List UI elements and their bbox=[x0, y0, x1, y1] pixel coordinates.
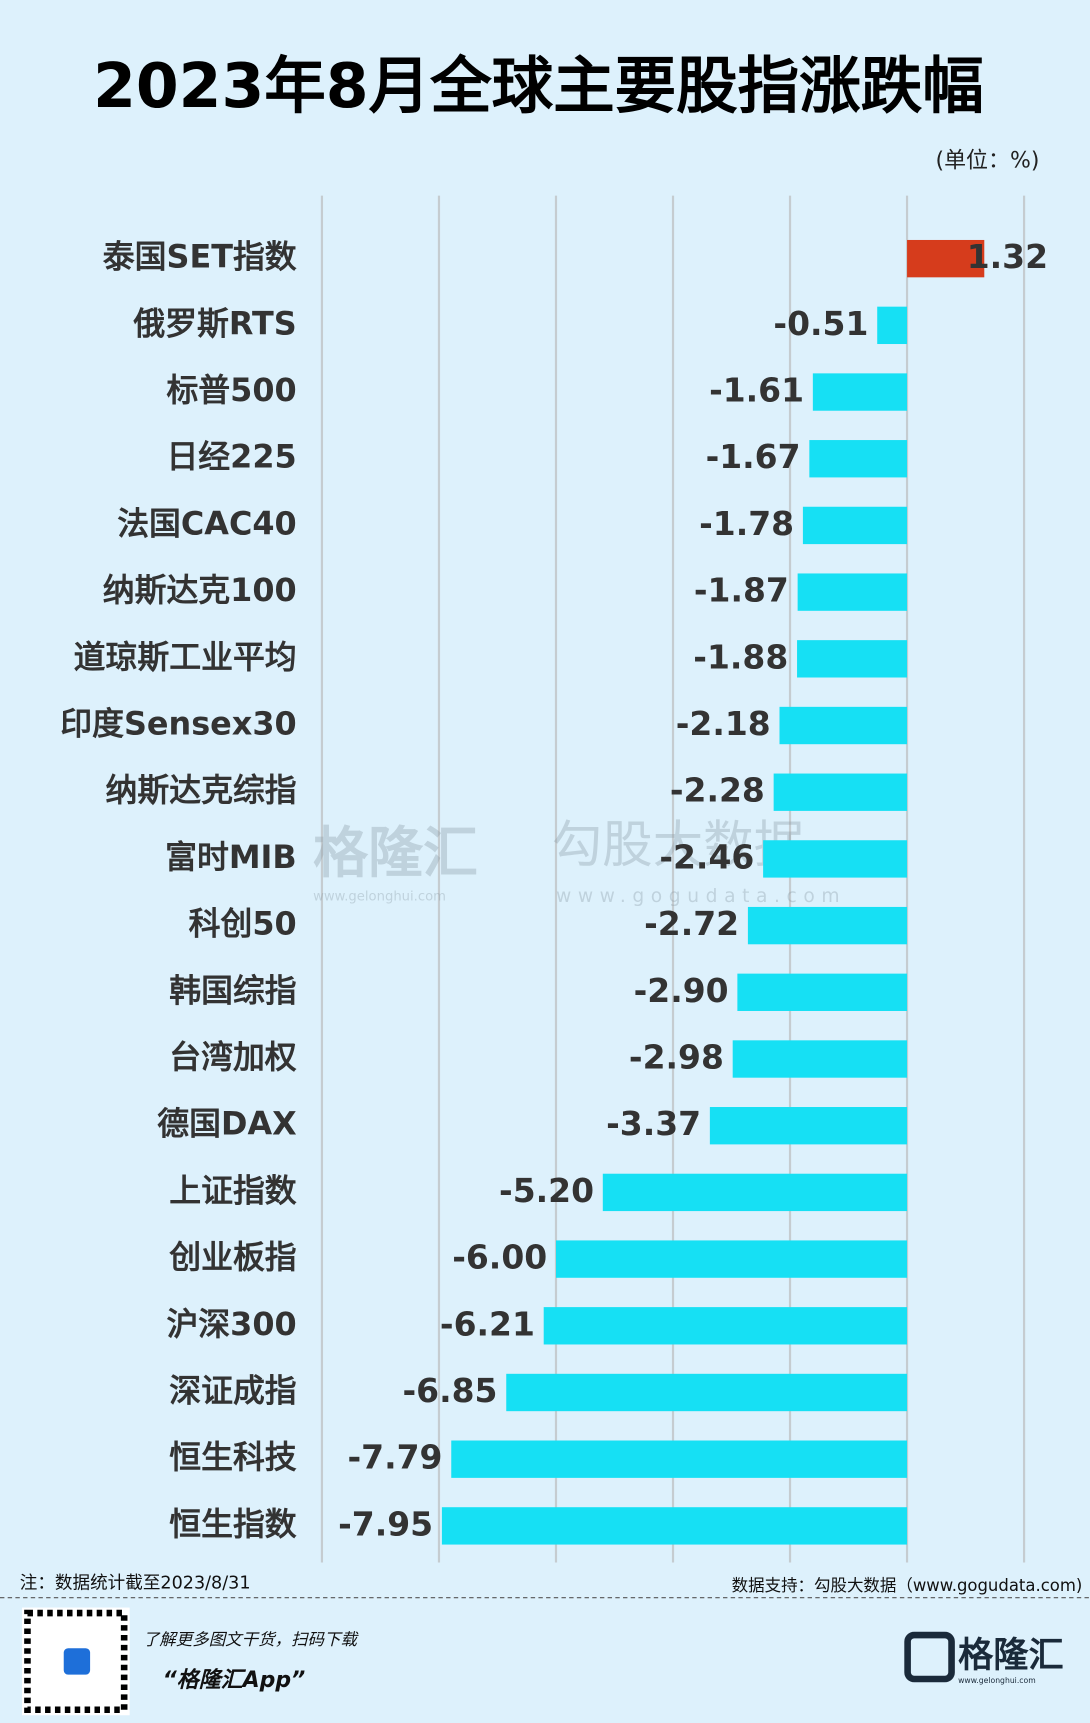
bar bbox=[773, 773, 908, 811]
value-label: -1.78 bbox=[699, 504, 794, 543]
category-label: 印度Sensex30 bbox=[60, 705, 296, 743]
category-label: 标普500 bbox=[166, 371, 296, 409]
bar bbox=[763, 840, 908, 878]
plot: 泰国SET指数 1.32 俄罗斯RTS -0.51 标普500 -1.61 日经225 -1.… bbox=[60, 237, 1048, 1545]
category-label: 泰国SET指数 bbox=[103, 238, 297, 276]
value-label: -6.00 bbox=[452, 1238, 547, 1277]
value-label: -2.98 bbox=[629, 1038, 724, 1077]
value-label: -2.72 bbox=[644, 904, 739, 943]
bar bbox=[812, 373, 908, 411]
value-label: 1.32 bbox=[967, 237, 1048, 276]
value-label: -1.67 bbox=[706, 437, 801, 476]
bar bbox=[809, 440, 908, 478]
bar bbox=[732, 1040, 908, 1078]
category-label: 日经225 bbox=[166, 438, 296, 476]
category-label: 纳斯达克100 bbox=[103, 571, 297, 609]
value-label: -5.20 bbox=[499, 1171, 594, 1210]
qr-pattern bbox=[24, 1609, 128, 1714]
bar bbox=[441, 1507, 908, 1545]
chart-title: 2023年8月全球主要股指涨跌幅 bbox=[93, 50, 984, 122]
bar bbox=[779, 706, 908, 745]
value-label: -6.21 bbox=[440, 1304, 535, 1343]
source: 数据支持：勾股大数据（www.gogudata.com) bbox=[732, 1576, 1083, 1595]
bar bbox=[451, 1440, 908, 1478]
category-label: 德国DAX bbox=[157, 1105, 296, 1143]
watermark-text: www.gogudata.com bbox=[556, 886, 846, 907]
app-name: “格隆汇App” bbox=[163, 1668, 306, 1693]
value-label: -6.85 bbox=[402, 1371, 497, 1410]
watermark-text: www.gelonghui.com bbox=[313, 890, 446, 905]
category-label: 恒生指数 bbox=[169, 1505, 297, 1543]
value-label: -1.88 bbox=[693, 637, 788, 676]
bar bbox=[555, 1240, 908, 1278]
category-label: 道琼斯工业平均 bbox=[74, 638, 297, 676]
value-label: -7.79 bbox=[347, 1438, 442, 1477]
category-label: 深证成指 bbox=[169, 1371, 297, 1409]
bar bbox=[907, 239, 985, 278]
category-label: 科创50 bbox=[189, 905, 297, 943]
category-label: 韩国综指 bbox=[169, 971, 297, 1009]
category-label: 俄罗斯RTS bbox=[132, 304, 296, 342]
bar bbox=[543, 1307, 908, 1345]
value-label: -2.46 bbox=[659, 837, 754, 876]
value-label: -2.18 bbox=[676, 704, 771, 743]
promo-text: 了解更多图文干货，扫码下载 bbox=[143, 1630, 360, 1649]
value-label: -2.28 bbox=[670, 771, 765, 810]
bar bbox=[797, 573, 908, 611]
qr-logo bbox=[63, 1648, 91, 1675]
watermark-text: 格隆汇 bbox=[313, 821, 478, 885]
bar bbox=[877, 306, 908, 345]
category-label: 恒生科技 bbox=[169, 1438, 297, 1476]
value-label: -2.90 bbox=[634, 971, 729, 1010]
qr-code bbox=[21, 1607, 130, 1716]
unit-label: (单位：%) bbox=[936, 149, 1040, 174]
bar bbox=[802, 506, 908, 545]
bar bbox=[797, 640, 908, 678]
logo-icon bbox=[904, 1631, 955, 1683]
value-label: -1.87 bbox=[694, 571, 789, 610]
bar bbox=[506, 1373, 908, 1412]
category-label: 沪深300 bbox=[166, 1305, 296, 1343]
category-label: 创业板指 bbox=[168, 1238, 297, 1276]
bar bbox=[747, 906, 908, 945]
logo-text: 格隆汇 bbox=[958, 1635, 1063, 1676]
category-label: 上证指数 bbox=[169, 1171, 297, 1209]
note: 注：数据统计截至2023/8/31 bbox=[20, 1573, 251, 1593]
value-label: -7.95 bbox=[338, 1504, 433, 1543]
category-label: 富时MIB bbox=[165, 838, 297, 876]
logo-url: www.gelonghui.com bbox=[958, 1676, 1036, 1685]
bar bbox=[602, 1173, 908, 1212]
category-label: 纳斯达克综指 bbox=[106, 771, 297, 809]
value-label: -3.37 bbox=[606, 1104, 701, 1143]
bar bbox=[737, 973, 908, 1011]
value-label: -1.61 bbox=[709, 371, 804, 410]
bar bbox=[709, 1107, 908, 1145]
category-label: 台湾加权 bbox=[169, 1038, 297, 1076]
watermark: 格隆汇 www.gelonghui.com 勾股大数据 www.gogudata… bbox=[313, 815, 846, 907]
watermark-text: 勾股大数据 bbox=[552, 815, 805, 874]
value-label: -0.51 bbox=[773, 304, 868, 343]
category-label: 法国CAC40 bbox=[117, 504, 296, 542]
